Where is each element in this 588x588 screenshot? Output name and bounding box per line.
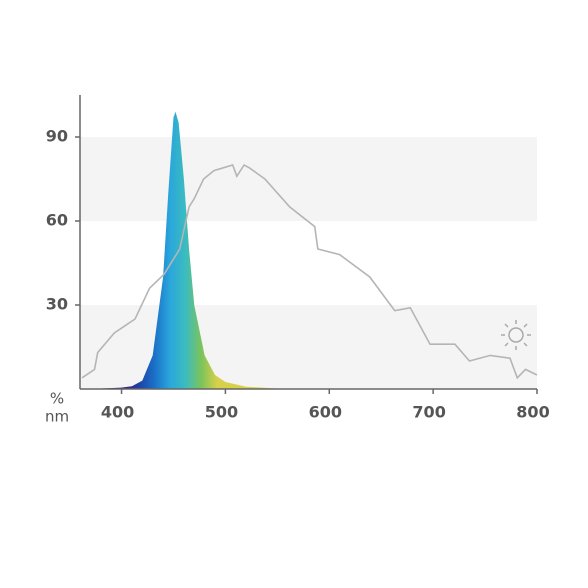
x-tick-label: 700 xyxy=(412,403,445,422)
y-tick-label: 30 xyxy=(46,295,68,314)
y-axis-label: % xyxy=(50,390,64,408)
x-tick-label: 600 xyxy=(309,403,342,422)
y-tick-label: 90 xyxy=(46,127,68,146)
x-axis-label: nm xyxy=(45,408,69,426)
x-tick-label: 400 xyxy=(101,403,134,422)
x-tick-label: 500 xyxy=(205,403,238,422)
marks xyxy=(80,111,538,390)
bands xyxy=(80,137,537,389)
sun-icon xyxy=(501,320,531,350)
y-tick-label: 60 xyxy=(46,211,68,230)
grid-band xyxy=(80,137,537,221)
sunlight-line xyxy=(81,163,538,380)
x-tick-label: 800 xyxy=(516,403,549,422)
